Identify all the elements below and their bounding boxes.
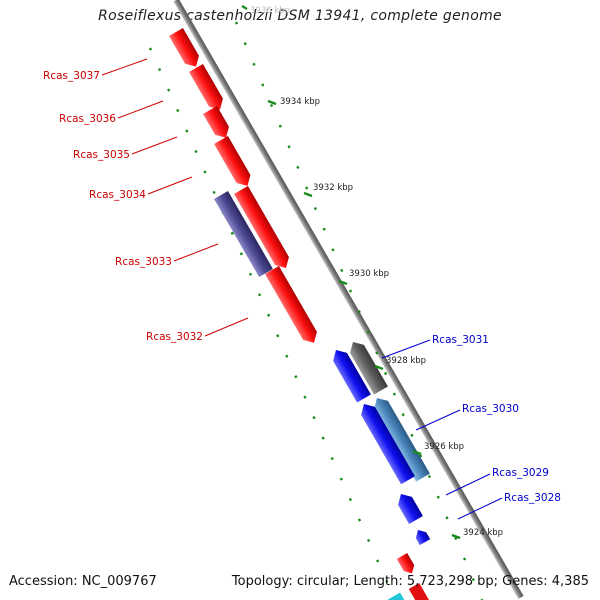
leader-line-rcas-3032 bbox=[204, 317, 249, 337]
gene-partial-red-shape bbox=[396, 553, 415, 574]
outer-tick-track bbox=[234, 21, 484, 600]
gene-rcas-3036-shape bbox=[189, 64, 223, 110]
leader-line-rcas-3028 bbox=[457, 497, 503, 520]
major-tick-3932 bbox=[303, 191, 313, 198]
major-tick-3936 bbox=[241, 4, 248, 11]
gene-rcas-3032-shape-a bbox=[234, 186, 289, 268]
tick-label: 3926 kbp bbox=[424, 442, 464, 452]
gene-rcas-3037-shape bbox=[169, 28, 199, 67]
tick-label: 3932 kbp bbox=[313, 183, 353, 193]
tick-label: 3924 kbp bbox=[463, 528, 503, 538]
major-tick-3934 bbox=[267, 99, 277, 106]
gene-label-rcas-3032[interactable]: Rcas_3032 bbox=[146, 331, 203, 343]
gene-rcas-3033-shape bbox=[214, 191, 273, 277]
gene-rcas-3035-shape bbox=[203, 106, 229, 138]
gene-label-rcas-3028[interactable]: Rcas_3028 bbox=[504, 492, 561, 504]
gene-rcas-3031-blue-shape bbox=[333, 350, 371, 403]
gene-label-rcas-3037[interactable]: Rcas_3037 bbox=[43, 70, 100, 82]
tick-label: 3930 kbp bbox=[349, 269, 389, 279]
leader-line-rcas-3036 bbox=[117, 100, 164, 119]
tick-label: 3934 kbp bbox=[280, 97, 320, 107]
gene-label-rcas-3034[interactable]: Rcas_3034 bbox=[89, 189, 146, 201]
gene-rcas-3029-shape bbox=[361, 404, 415, 485]
gene-label-rcas-3035[interactable]: Rcas_3035 bbox=[73, 149, 130, 161]
gene-label-rcas-3030[interactable]: Rcas_3030 bbox=[462, 403, 519, 415]
major-tick-3928 bbox=[374, 364, 384, 371]
gene-label-rcas-3036[interactable]: Rcas_3036 bbox=[59, 113, 116, 125]
inner-tick-track bbox=[148, 47, 397, 600]
tick-label: 3928 kbp bbox=[386, 356, 426, 366]
map-title: Roseiflexus castenholzii DSM 13941, comp… bbox=[98, 8, 502, 24]
gene-rcas-3031-shape bbox=[350, 342, 388, 395]
sequence-backbone bbox=[173, 0, 524, 600]
leader-line-rcas-3031 bbox=[381, 339, 431, 359]
leader-line-rcas-3029 bbox=[445, 473, 491, 496]
gene-label-rcas-3029[interactable]: Rcas_3029 bbox=[492, 467, 549, 479]
topology-text: Topology: circular; Length: 5,723,298 bp… bbox=[231, 574, 589, 589]
leader-line-rcas-3035 bbox=[131, 136, 178, 155]
major-tick-3924 bbox=[451, 533, 461, 540]
accession-text: Accession: NC_009767 bbox=[9, 574, 157, 589]
leader-line-rcas-3037 bbox=[101, 58, 148, 76]
leader-line-rcas-3034 bbox=[147, 176, 193, 195]
gene-rcas-3030-shape bbox=[374, 398, 430, 482]
gene-label-rcas-3033[interactable]: Rcas_3033 bbox=[115, 256, 172, 268]
tick-label-partial: 3936 kbp bbox=[250, 6, 290, 16]
gene-small-blue-shape bbox=[415, 530, 431, 546]
gene-partial-red2-shape bbox=[408, 583, 430, 600]
gene-rcas-3034-shape bbox=[214, 136, 251, 186]
gene-label-rcas-3031[interactable]: Rcas_3031 bbox=[432, 334, 489, 346]
gene-partial-cyan-shape bbox=[387, 592, 411, 600]
major-tick-3930 bbox=[338, 279, 348, 286]
leader-line-rcas-3033 bbox=[173, 243, 219, 262]
gene-rcas-3032-shape-b bbox=[265, 266, 317, 343]
leader-line-rcas-3030 bbox=[415, 409, 461, 431]
major-tick-3926 bbox=[412, 449, 422, 456]
gene-rcas-3028-shape bbox=[398, 494, 423, 524]
